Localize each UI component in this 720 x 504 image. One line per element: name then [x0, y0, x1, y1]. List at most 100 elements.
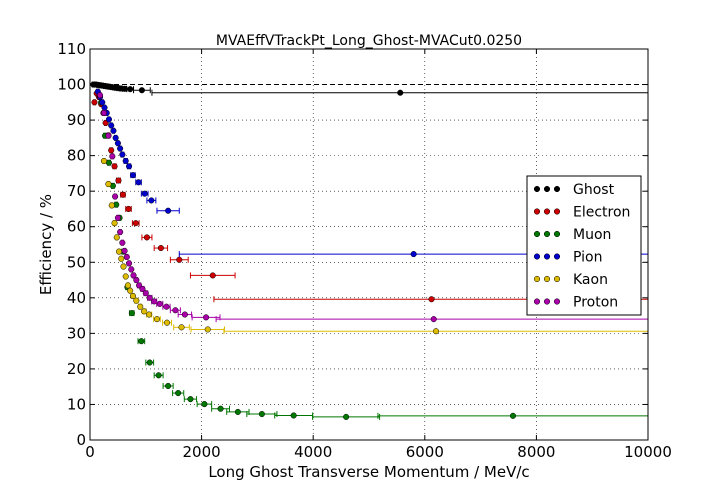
data-point — [133, 276, 140, 284]
data-point — [258, 411, 265, 418]
x-tick-label: 6000 — [406, 443, 444, 461]
data-point — [100, 157, 107, 165]
data-point — [410, 251, 417, 258]
y-tick-label: 60 — [67, 218, 86, 236]
legend-marker — [553, 208, 561, 215]
legend: Ghost Electron Muon Pion Kaon Proton — [526, 175, 642, 316]
data-point — [178, 324, 185, 331]
data-point — [217, 405, 224, 412]
data-point — [172, 307, 179, 314]
data-point — [122, 273, 129, 280]
x-tick-label: 4000 — [294, 443, 332, 461]
data-point — [135, 179, 142, 186]
data-point — [156, 300, 163, 307]
data-point — [146, 359, 153, 366]
data-point — [112, 193, 119, 200]
axis-ticks: 0 2000 4000 6000 8000 10000 0 10 20 30 40 50 60 70 80 9… — [57, 40, 672, 461]
data-point — [115, 248, 123, 255]
data-point — [509, 412, 517, 419]
data-point — [163, 319, 171, 326]
x-tick-label: 0 — [85, 443, 95, 461]
data-point — [165, 207, 172, 214]
data-point — [117, 145, 124, 152]
data-point — [112, 134, 119, 141]
legend-marker — [543, 230, 551, 238]
x-tick-label: 2000 — [183, 443, 221, 461]
data-point — [397, 89, 404, 96]
data-point — [137, 303, 144, 310]
data-point — [127, 287, 134, 294]
data-point — [108, 122, 115, 129]
y-tick-label: 10 — [67, 395, 86, 413]
series-ghost — [90, 81, 648, 96]
legend-label: Proton — [573, 295, 618, 311]
legend-label: Electron — [573, 205, 630, 221]
legend-marker — [533, 253, 541, 260]
data-point — [100, 109, 107, 117]
legend-item-electron: Electron — [533, 205, 630, 221]
data-point — [163, 303, 170, 310]
data-point — [143, 234, 150, 241]
data-point — [151, 298, 158, 305]
data-point — [117, 229, 124, 236]
x-tick-label: 8000 — [517, 443, 555, 461]
legend-marker — [533, 298, 541, 305]
data-point — [120, 263, 127, 270]
data-point — [141, 308, 148, 315]
data-point — [157, 245, 164, 252]
y-tick-label: 90 — [67, 111, 86, 129]
data-point — [122, 157, 129, 165]
chart-title: MVAEffVTrackPt_Long_Ghost-MVACut0.0250 — [216, 33, 522, 49]
data-point — [105, 116, 113, 123]
legend-marker — [543, 253, 551, 260]
data-point — [187, 396, 194, 403]
legend-marker — [553, 185, 561, 193]
data-point — [121, 247, 128, 254]
legend-marker — [543, 185, 551, 193]
data-point — [124, 282, 131, 289]
legend-marker — [533, 185, 541, 193]
series-proton — [96, 92, 648, 323]
legend-item-kaon: Kaon — [533, 272, 608, 288]
legend-item-muon: Muon — [533, 227, 611, 243]
data-point — [138, 338, 145, 345]
data-point — [146, 311, 153, 318]
data-point — [99, 99, 106, 106]
data-point — [108, 147, 115, 154]
data-point — [126, 260, 133, 267]
data-point — [119, 151, 126, 158]
data-point — [96, 92, 104, 99]
data-point — [127, 86, 134, 93]
data-point — [234, 408, 241, 415]
data-point — [142, 290, 149, 297]
y-tick-label: 50 — [67, 253, 86, 271]
data-point — [101, 104, 108, 111]
data-point — [119, 239, 126, 246]
data-point — [109, 153, 116, 160]
legend-marker — [533, 230, 541, 238]
series-kaon — [100, 157, 649, 335]
data-point — [132, 220, 139, 227]
data-point — [203, 314, 210, 321]
data-point — [105, 159, 113, 166]
legend-label: Pion — [573, 250, 602, 266]
data-point — [165, 382, 172, 390]
legend-label: Kaon — [573, 272, 608, 288]
y-tick-label: 80 — [67, 147, 86, 165]
data-point — [110, 127, 117, 134]
legend-marker — [553, 230, 561, 238]
legend-marker — [533, 275, 541, 283]
data-point — [181, 311, 188, 318]
data-point — [111, 220, 118, 227]
data-point — [138, 87, 145, 94]
data-point — [148, 197, 155, 204]
legend-item-pion: Pion — [533, 250, 602, 266]
y-tick-label: 30 — [67, 324, 86, 342]
data-point — [105, 132, 112, 139]
data-point — [113, 234, 120, 241]
y-tick-label: 70 — [67, 182, 86, 200]
legend-marker — [553, 253, 561, 260]
data-point — [128, 310, 135, 317]
legend-item-proton: Proton — [533, 295, 618, 311]
